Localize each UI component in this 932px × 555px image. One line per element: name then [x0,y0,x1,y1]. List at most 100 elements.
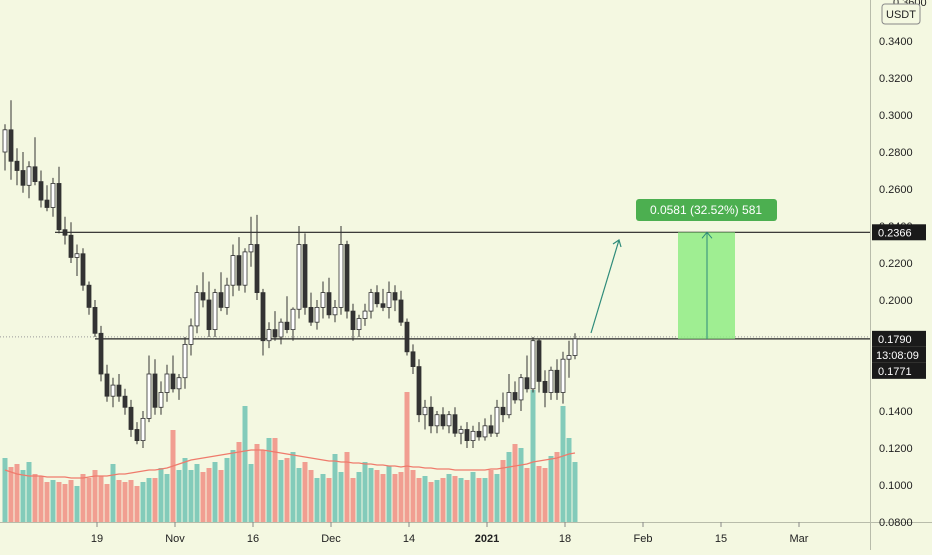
time-tick-label: Feb [634,533,653,545]
volume-bar [272,438,278,522]
time-tick-label: 14 [403,533,415,545]
volume-bar [104,484,110,522]
volume-bar [38,476,44,522]
volume-bar [80,474,86,522]
resistance-badge-label: 0.2366 [878,227,912,239]
time-axis[interactable]: 19 Nov 16 Dec 14 2021 18 Feb 15 Mar [91,522,809,545]
currency-label: USDT [886,9,916,21]
support-badge-label: 0.1790 [878,334,912,346]
candle-body [170,373,176,390]
volume-bar [422,476,428,522]
volume-bar [170,430,176,522]
volume-ma-line [4,449,576,479]
candlestick-series [2,100,578,448]
candle-body [452,414,458,434]
price-tick-label: 0.3200 [879,73,913,85]
volume-bar [200,472,206,522]
candle-body [140,417,146,441]
candle-body [266,329,272,342]
candle-body [440,414,446,427]
candle-body [212,292,218,331]
candle-body [392,292,398,301]
volume-bar [410,470,416,522]
candle-body [368,292,374,312]
candle-body [32,166,38,183]
volume-bar [350,478,356,522]
candle-body [326,292,332,316]
candle-body [248,244,254,253]
candle-body [488,425,494,434]
volume-bar [368,468,374,522]
candle-body [122,395,128,408]
candle-body [482,425,488,438]
candle-body [296,244,302,310]
volume-bar [428,482,434,522]
volume-bar [332,454,338,522]
countdown-badge: 13:08:09 [872,346,926,363]
candle-body [356,318,362,331]
volume-bar [392,474,398,522]
volume-bar [296,468,302,522]
breakout-arrow[interactable] [590,239,620,334]
time-tick-label: Dec [321,533,341,545]
volume-bar [314,478,320,522]
volume-bar [344,452,350,522]
candle-body [386,292,392,308]
volume-bar [308,470,314,522]
volume-bar [176,470,182,522]
candle-body [278,321,284,338]
candle-body [146,373,152,419]
volume-bar [158,468,164,522]
volume-bar [32,474,38,522]
support-badge: 0.1790 [872,330,926,347]
candle-body [86,284,92,308]
volume-bar [470,472,476,522]
measure-label-box [636,199,777,221]
volume-bar [326,478,332,522]
candle-body [182,343,188,379]
candle-body [188,325,194,345]
volume-bar [188,470,194,522]
volume-bar [404,392,410,522]
price-tick-label: 0.1200 [879,443,913,455]
volume-bar [386,466,392,522]
price-tick-label: 0.1400 [879,406,913,418]
volume-bar [122,482,128,522]
candle-body [560,358,566,393]
breakout-arrowhead [612,239,622,248]
volume-bar [536,466,542,522]
candle-body [464,429,470,442]
volume-bar [14,464,20,522]
candle-body [524,377,530,390]
volume-bar [68,480,74,522]
candle-body [218,292,224,308]
candle-body [314,306,320,323]
volume-bar [356,472,362,522]
volume-bar [284,458,290,522]
volume-bar [206,468,212,522]
volume-bar [548,456,554,522]
candle-body [422,406,428,416]
currency-badge[interactable] [881,3,921,25]
candle-body [2,129,8,153]
volume-bar [182,458,188,522]
candle-body [158,392,164,408]
candle-body [242,251,248,286]
candle-body [164,373,170,393]
volume-bar [566,438,572,522]
candle-body [572,338,578,356]
price-tick-label: 0.2600 [879,184,913,196]
time-tick-label: Mar [790,533,809,545]
volume-bar [530,390,536,522]
candle-body [230,255,236,286]
candle-body [350,310,356,331]
volume-bar [56,482,62,522]
volume-bar [248,464,254,522]
volume-bar [338,472,344,522]
candle-body [272,329,278,338]
volume-bars [2,390,578,522]
volume-bar [134,486,140,522]
candle-body [344,244,350,312]
